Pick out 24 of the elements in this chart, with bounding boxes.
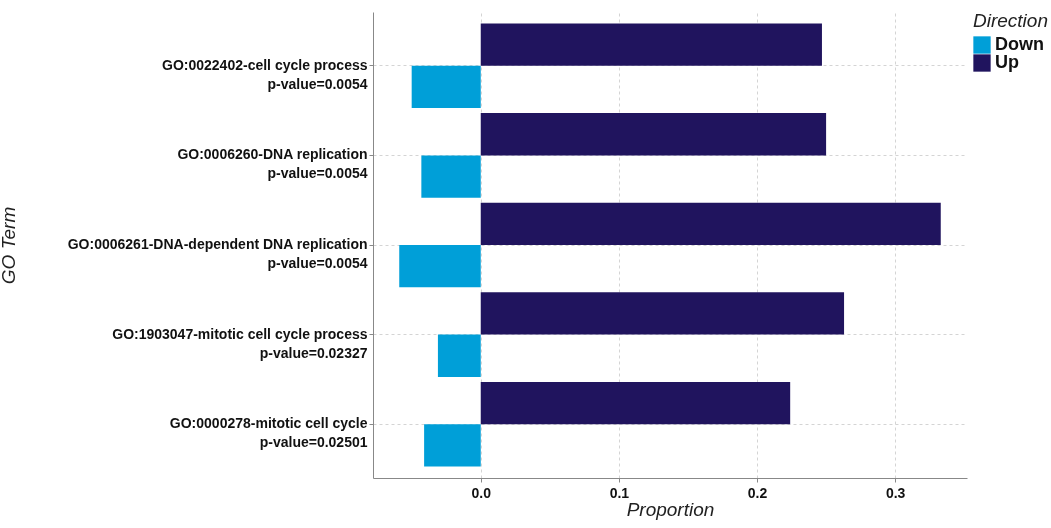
y-tick-label: GO:0006260-DNA replication p-value=0.0054 bbox=[177, 146, 368, 182]
bar bbox=[399, 245, 481, 288]
legend-label: Up bbox=[995, 52, 1019, 72]
bar bbox=[424, 424, 481, 467]
bar bbox=[480, 381, 791, 425]
x-tick-label: 0.3 bbox=[885, 484, 906, 501]
x-tick-label: 0.2 bbox=[747, 484, 768, 501]
y-tick-label: GO:0000278-mitotic cell cycle p-value=0.02501 bbox=[169, 415, 368, 451]
x-tick-label: 0.0 bbox=[471, 484, 492, 501]
bar bbox=[480, 23, 822, 66]
legend-label: Down bbox=[995, 34, 1044, 54]
y-tick-label: GO:0006261-DNA-dependent DNA replication p-value=0.0054 bbox=[67, 236, 368, 271]
bar bbox=[480, 292, 845, 335]
bar bbox=[437, 334, 481, 377]
bar bbox=[421, 155, 481, 198]
x-tick-label: 0.1 bbox=[609, 484, 630, 501]
x-axis-title: Proportion bbox=[626, 498, 715, 520]
y-tick-label: GO:1903047-mitotic cell cycle process p-value=0.02327 bbox=[112, 325, 368, 361]
y-tick-label: GO:0022402-cell cycle process p-value=0.0054 bbox=[162, 56, 368, 92]
legend-title: Direction bbox=[973, 10, 1048, 31]
bar bbox=[411, 65, 481, 109]
bar bbox=[480, 113, 827, 156]
bar bbox=[480, 202, 941, 245]
y-axis-title: GO Term bbox=[0, 206, 19, 285]
